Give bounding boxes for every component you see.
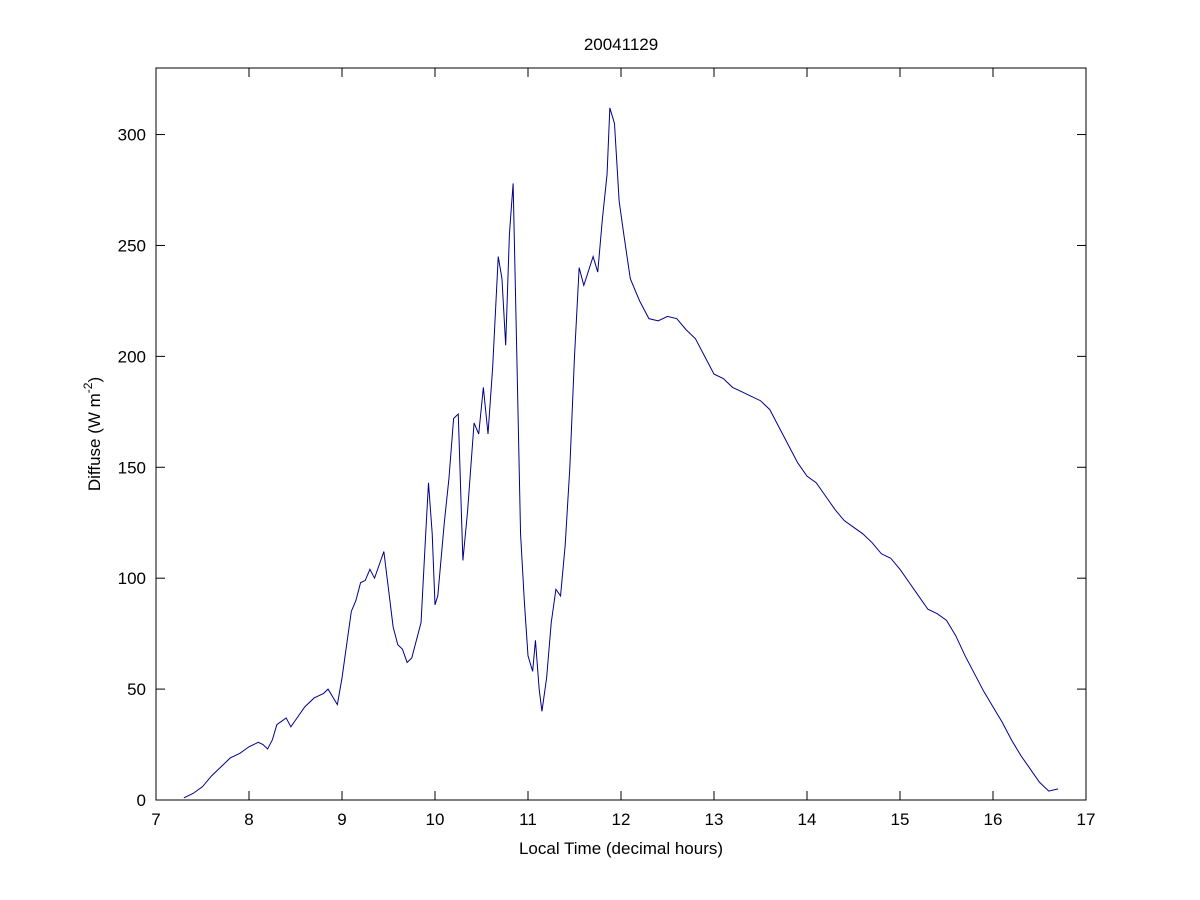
x-tick-label: 16 xyxy=(984,810,1003,829)
y-tick-label: 0 xyxy=(137,791,146,810)
x-tick-label: 9 xyxy=(337,810,346,829)
chart-title: 20041129 xyxy=(584,35,658,54)
y-axis-label-close: ) xyxy=(85,377,104,383)
y-tick-label: 200 xyxy=(118,347,146,366)
x-tick-label: 11 xyxy=(519,810,537,829)
x-tick-label: 13 xyxy=(705,810,724,829)
y-axis-label-main: Diffuse (W m xyxy=(85,393,104,491)
y-tick-label: 300 xyxy=(118,126,146,145)
y-tick-label: 100 xyxy=(118,569,146,588)
x-tick-label: 17 xyxy=(1077,810,1096,829)
x-axis-label: Local Time (decimal hours) xyxy=(519,839,723,858)
y-axis-label-exponent: -2 xyxy=(81,382,95,393)
plot-frame xyxy=(155,67,1087,801)
x-tick-label: 14 xyxy=(798,810,817,829)
x-tick-label: 15 xyxy=(891,810,910,829)
data-line xyxy=(183,107,1059,799)
y-axis-label: Diffuse (W m-2) xyxy=(81,377,104,491)
x-tick-label: 8 xyxy=(244,810,253,829)
y-tick-label: 250 xyxy=(118,236,146,255)
x-tick-label: 10 xyxy=(426,810,445,829)
y-tick-label: 50 xyxy=(127,680,146,699)
y-tick-label: 150 xyxy=(118,458,146,477)
x-tick-label: 7 xyxy=(151,810,160,829)
x-tick-label: 12 xyxy=(612,810,631,829)
